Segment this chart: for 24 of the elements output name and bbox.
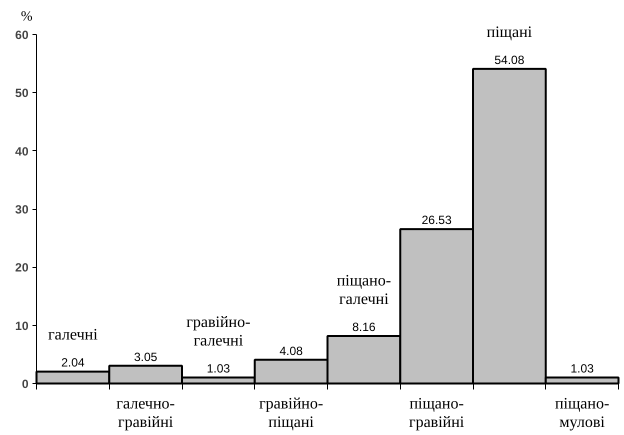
x-tick-label: гравійно- піщані [259,396,324,432]
data-label: 1.03 [206,362,230,376]
y-tick-label: 10 [15,318,29,333]
x-tick-label: піщані [486,24,533,41]
y-tick-label: 40 [15,144,29,158]
data-label: 2.04 [61,356,85,370]
data-label: 1.03 [570,362,594,376]
x-tick-label: піщано- галечні [336,272,392,308]
y-tick-label: 0 [22,377,29,391]
y-axis-title: % [20,10,33,24]
data-label: 4.08 [279,344,304,358]
data-label: 54.08 [494,52,525,67]
x-tick-label: галечно- гравійні [116,396,175,432]
y-tick-label: 30 [15,202,29,216]
x-tick-label: піщано- мулові [554,396,610,432]
x-tick-label: піщано- гравійні [409,396,465,432]
data-label: 3.05 [134,350,158,364]
y-tick-label: 50 [15,86,29,100]
x-tick-label: гравійно- галечні [186,314,250,350]
y-tick-label: 60 [15,28,29,42]
data-label: 26.53 [422,213,452,228]
data-label: 8.16 [352,320,376,334]
x-tick-label: галечні [48,326,98,344]
y-tick-label: 20 [15,260,29,275]
